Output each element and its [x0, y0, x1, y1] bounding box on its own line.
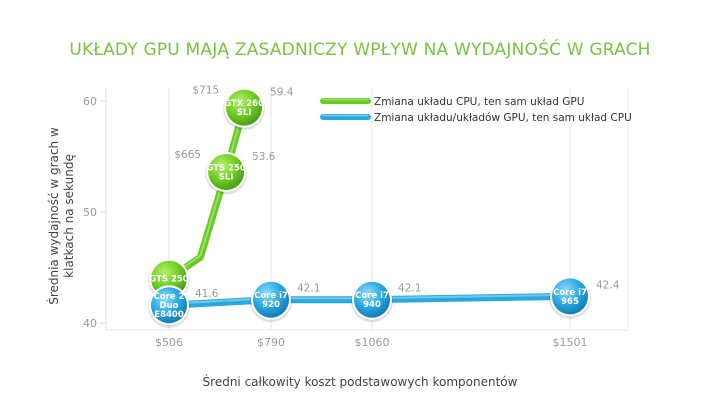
x-axis-label: Średni całkowity koszt podstawowych komp… — [203, 374, 518, 389]
data-point-label: Core 2 — [154, 292, 185, 302]
data-point-label: SLI — [219, 173, 234, 183]
x-axis: $506 $790 $1060 $1501 — [155, 336, 588, 349]
y-tick-label: 50 — [83, 206, 97, 219]
data-point-marker — [151, 287, 187, 324]
series-line-highlight-2 — [168, 293, 571, 305]
series-lines — [165, 104, 574, 309]
y-axis: 60 50 40 — [83, 95, 106, 330]
data-point-label: Core i7 — [553, 288, 587, 298]
data-point-marker — [226, 89, 263, 126]
value-label: 41.6 — [195, 288, 219, 300]
data-point-marker — [354, 281, 390, 318]
legend-label-1: Zmiana układu CPU, ten sam układ GPU — [374, 96, 584, 108]
data-point-label: 920 — [262, 300, 280, 310]
chart-grid — [105, 88, 629, 331]
data-point-label: E8400 — [154, 310, 184, 320]
y-tick-label: 60 — [83, 95, 97, 108]
x-tick-label: $790 — [257, 336, 285, 349]
data-point-marker — [253, 281, 289, 318]
data-point-label: Core i7 — [355, 291, 389, 301]
legend-label-2: Zmiana układu/układów GPU, ten sam układ… — [374, 112, 632, 124]
x-tick-label: $506 — [155, 336, 183, 349]
data-point-label: GTX 260 — [224, 99, 264, 109]
legend: Zmiana układu CPU, ten sam układ GPU Zmia… — [320, 96, 632, 124]
data-point-label: SLI — [237, 108, 252, 118]
data-point-label: GTS 250 — [206, 164, 246, 174]
chart-title: UKŁADY GPU MAJĄ ZASADNICZY WPŁYW NA WYDA… — [69, 38, 650, 60]
price-label: $665 — [174, 149, 201, 161]
data-point-label: Core i7 — [254, 291, 288, 301]
data-point-marker — [552, 278, 588, 315]
y-axis-label-line-2: klatkach na sekundę — [62, 154, 76, 278]
data-point-label: 940 — [363, 300, 381, 310]
data-point-marker — [208, 154, 245, 191]
y-tick-label: 40 — [83, 317, 97, 330]
price-label: $715 — [192, 85, 219, 97]
data-point-label: 965 — [561, 297, 579, 307]
series-line-2 — [165, 292, 574, 309]
value-label: 59.4 — [270, 87, 294, 99]
value-label: 42.1 — [398, 283, 421, 295]
y-axis-label-line-1: Średnia wydajność w grach w — [46, 127, 61, 305]
x-tick-label: $1501 — [553, 336, 588, 349]
data-point-label: GTS 250 — [149, 275, 189, 285]
value-label: 42.4 — [596, 279, 620, 291]
value-label: 42.1 — [297, 283, 320, 295]
value-label: 53.6 — [252, 151, 276, 163]
data-point-label: Duo — [160, 301, 179, 311]
x-tick-label: $1060 — [355, 336, 390, 349]
